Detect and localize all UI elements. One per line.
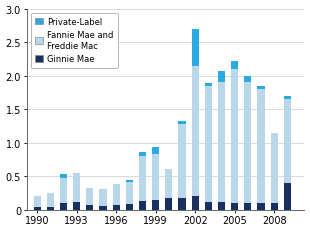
Bar <box>47 207 54 210</box>
Bar <box>284 183 291 210</box>
Bar <box>165 199 172 210</box>
Bar <box>152 155 159 200</box>
Bar <box>60 203 67 210</box>
Bar <box>60 175 67 178</box>
Bar <box>218 202 225 210</box>
Bar <box>271 203 278 210</box>
Bar <box>192 197 199 210</box>
Bar <box>271 133 278 203</box>
Bar <box>152 200 159 210</box>
Bar <box>218 83 225 202</box>
Bar <box>178 198 186 210</box>
Bar <box>33 207 41 210</box>
Bar <box>192 66 199 197</box>
Bar <box>244 76 251 83</box>
Bar <box>126 204 133 210</box>
Bar <box>100 206 107 210</box>
Bar <box>126 181 133 182</box>
Bar <box>86 205 93 210</box>
Bar <box>218 72 225 83</box>
Bar <box>205 87 212 202</box>
Bar <box>205 84 212 87</box>
Bar <box>284 100 291 183</box>
Bar <box>178 121 186 125</box>
Bar <box>139 152 146 156</box>
Bar <box>152 148 159 155</box>
Bar <box>73 202 80 210</box>
Bar <box>113 205 120 210</box>
Bar <box>33 197 41 207</box>
Bar <box>205 202 212 210</box>
Bar <box>73 173 80 202</box>
Legend: Private-Label, Fannie Mae and
Freddie Mac, Ginnie Mae: Private-Label, Fannie Mae and Freddie Ma… <box>31 14 118 68</box>
Bar <box>178 125 186 198</box>
Bar <box>257 203 265 210</box>
Bar <box>257 86 265 90</box>
Bar <box>257 90 265 203</box>
Bar <box>113 185 120 205</box>
Bar <box>139 201 146 210</box>
Bar <box>47 193 54 207</box>
Bar <box>244 83 251 203</box>
Bar <box>139 156 146 201</box>
Bar <box>192 30 199 66</box>
Bar <box>86 188 93 205</box>
Bar <box>100 189 107 206</box>
Bar <box>284 96 291 100</box>
Bar <box>231 62 238 70</box>
Bar <box>231 203 238 210</box>
Bar <box>244 203 251 210</box>
Bar <box>60 178 67 203</box>
Bar <box>231 70 238 203</box>
Bar <box>165 169 172 199</box>
Bar <box>126 182 133 204</box>
